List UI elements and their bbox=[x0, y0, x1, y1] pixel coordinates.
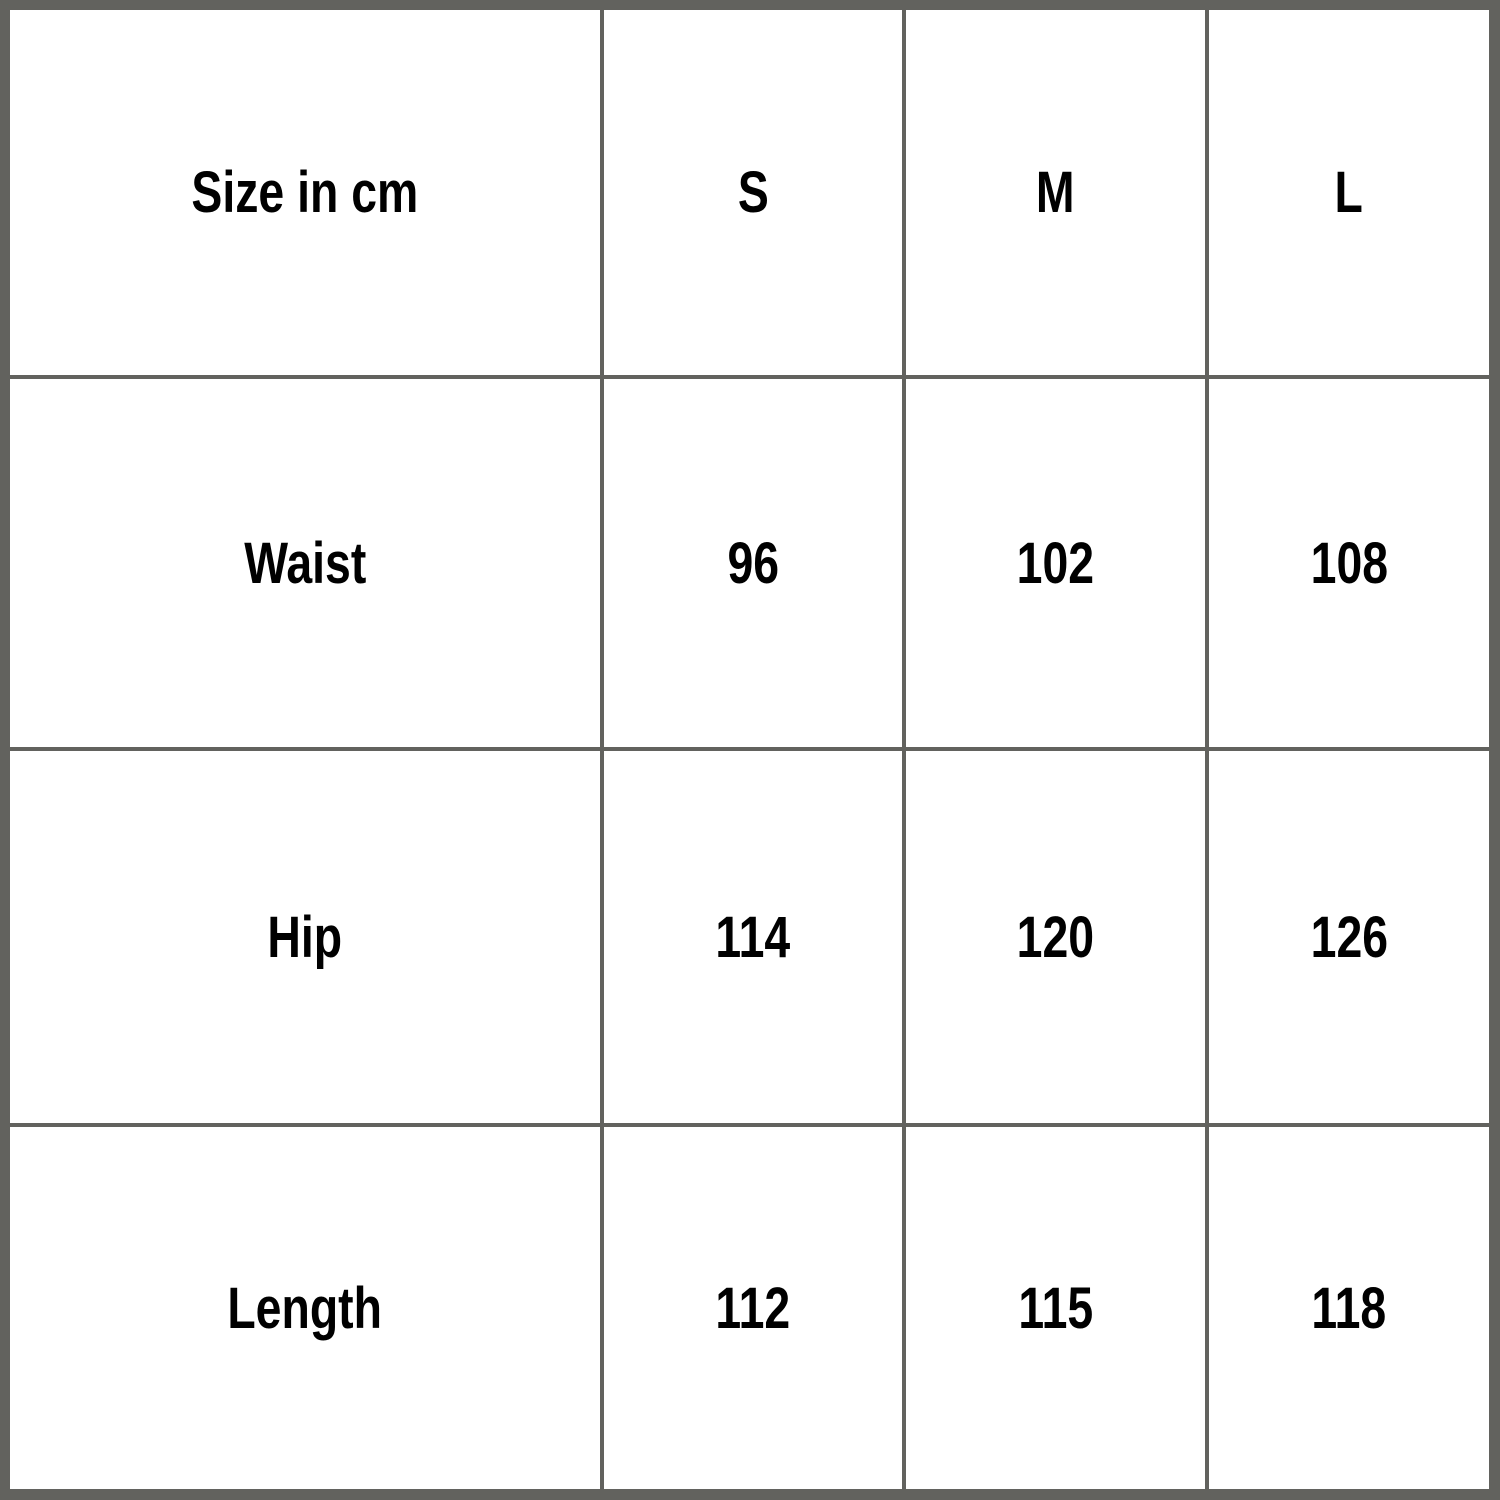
measurement-value-cell: 126 bbox=[1209, 751, 1489, 1123]
row-label: Length bbox=[227, 1275, 383, 1341]
header-text: S bbox=[737, 160, 769, 225]
cell-value: 102 bbox=[1016, 530, 1095, 596]
header-text: M bbox=[1036, 160, 1075, 225]
size-header-cell: M bbox=[906, 10, 1205, 375]
measurement-value-cell: 118 bbox=[1209, 1127, 1489, 1489]
cell-value: 112 bbox=[715, 1275, 791, 1341]
size-header-cell: S bbox=[604, 10, 902, 375]
row-label: Waist bbox=[243, 530, 367, 596]
measurement-label-cell: Length bbox=[10, 1127, 600, 1489]
measurement-label-cell: Hip bbox=[10, 751, 600, 1123]
header-text: Size in cm bbox=[191, 160, 419, 225]
measurement-value-cell: 112 bbox=[604, 1127, 902, 1489]
cell-value: 115 bbox=[1018, 1275, 1093, 1341]
header-label-cell: Size in cm bbox=[10, 10, 600, 375]
cell-value: 120 bbox=[1016, 904, 1095, 970]
measurement-label-cell: Waist bbox=[10, 379, 600, 747]
cell-value: 126 bbox=[1310, 904, 1388, 970]
measurement-value-cell: 108 bbox=[1209, 379, 1489, 747]
cell-value: 108 bbox=[1310, 530, 1388, 596]
row-label: Hip bbox=[267, 904, 343, 970]
measurement-value-cell: 115 bbox=[906, 1127, 1205, 1489]
size-header-cell: L bbox=[1209, 10, 1489, 375]
measurement-value-cell: 96 bbox=[604, 379, 902, 747]
cell-value: 114 bbox=[715, 904, 791, 970]
cell-value: 96 bbox=[727, 530, 779, 596]
header-text: L bbox=[1334, 160, 1364, 225]
measurement-value-cell: 114 bbox=[604, 751, 902, 1123]
measurement-value-cell: 120 bbox=[906, 751, 1205, 1123]
cell-value: 118 bbox=[1311, 1275, 1387, 1341]
measurement-value-cell: 102 bbox=[906, 379, 1205, 747]
